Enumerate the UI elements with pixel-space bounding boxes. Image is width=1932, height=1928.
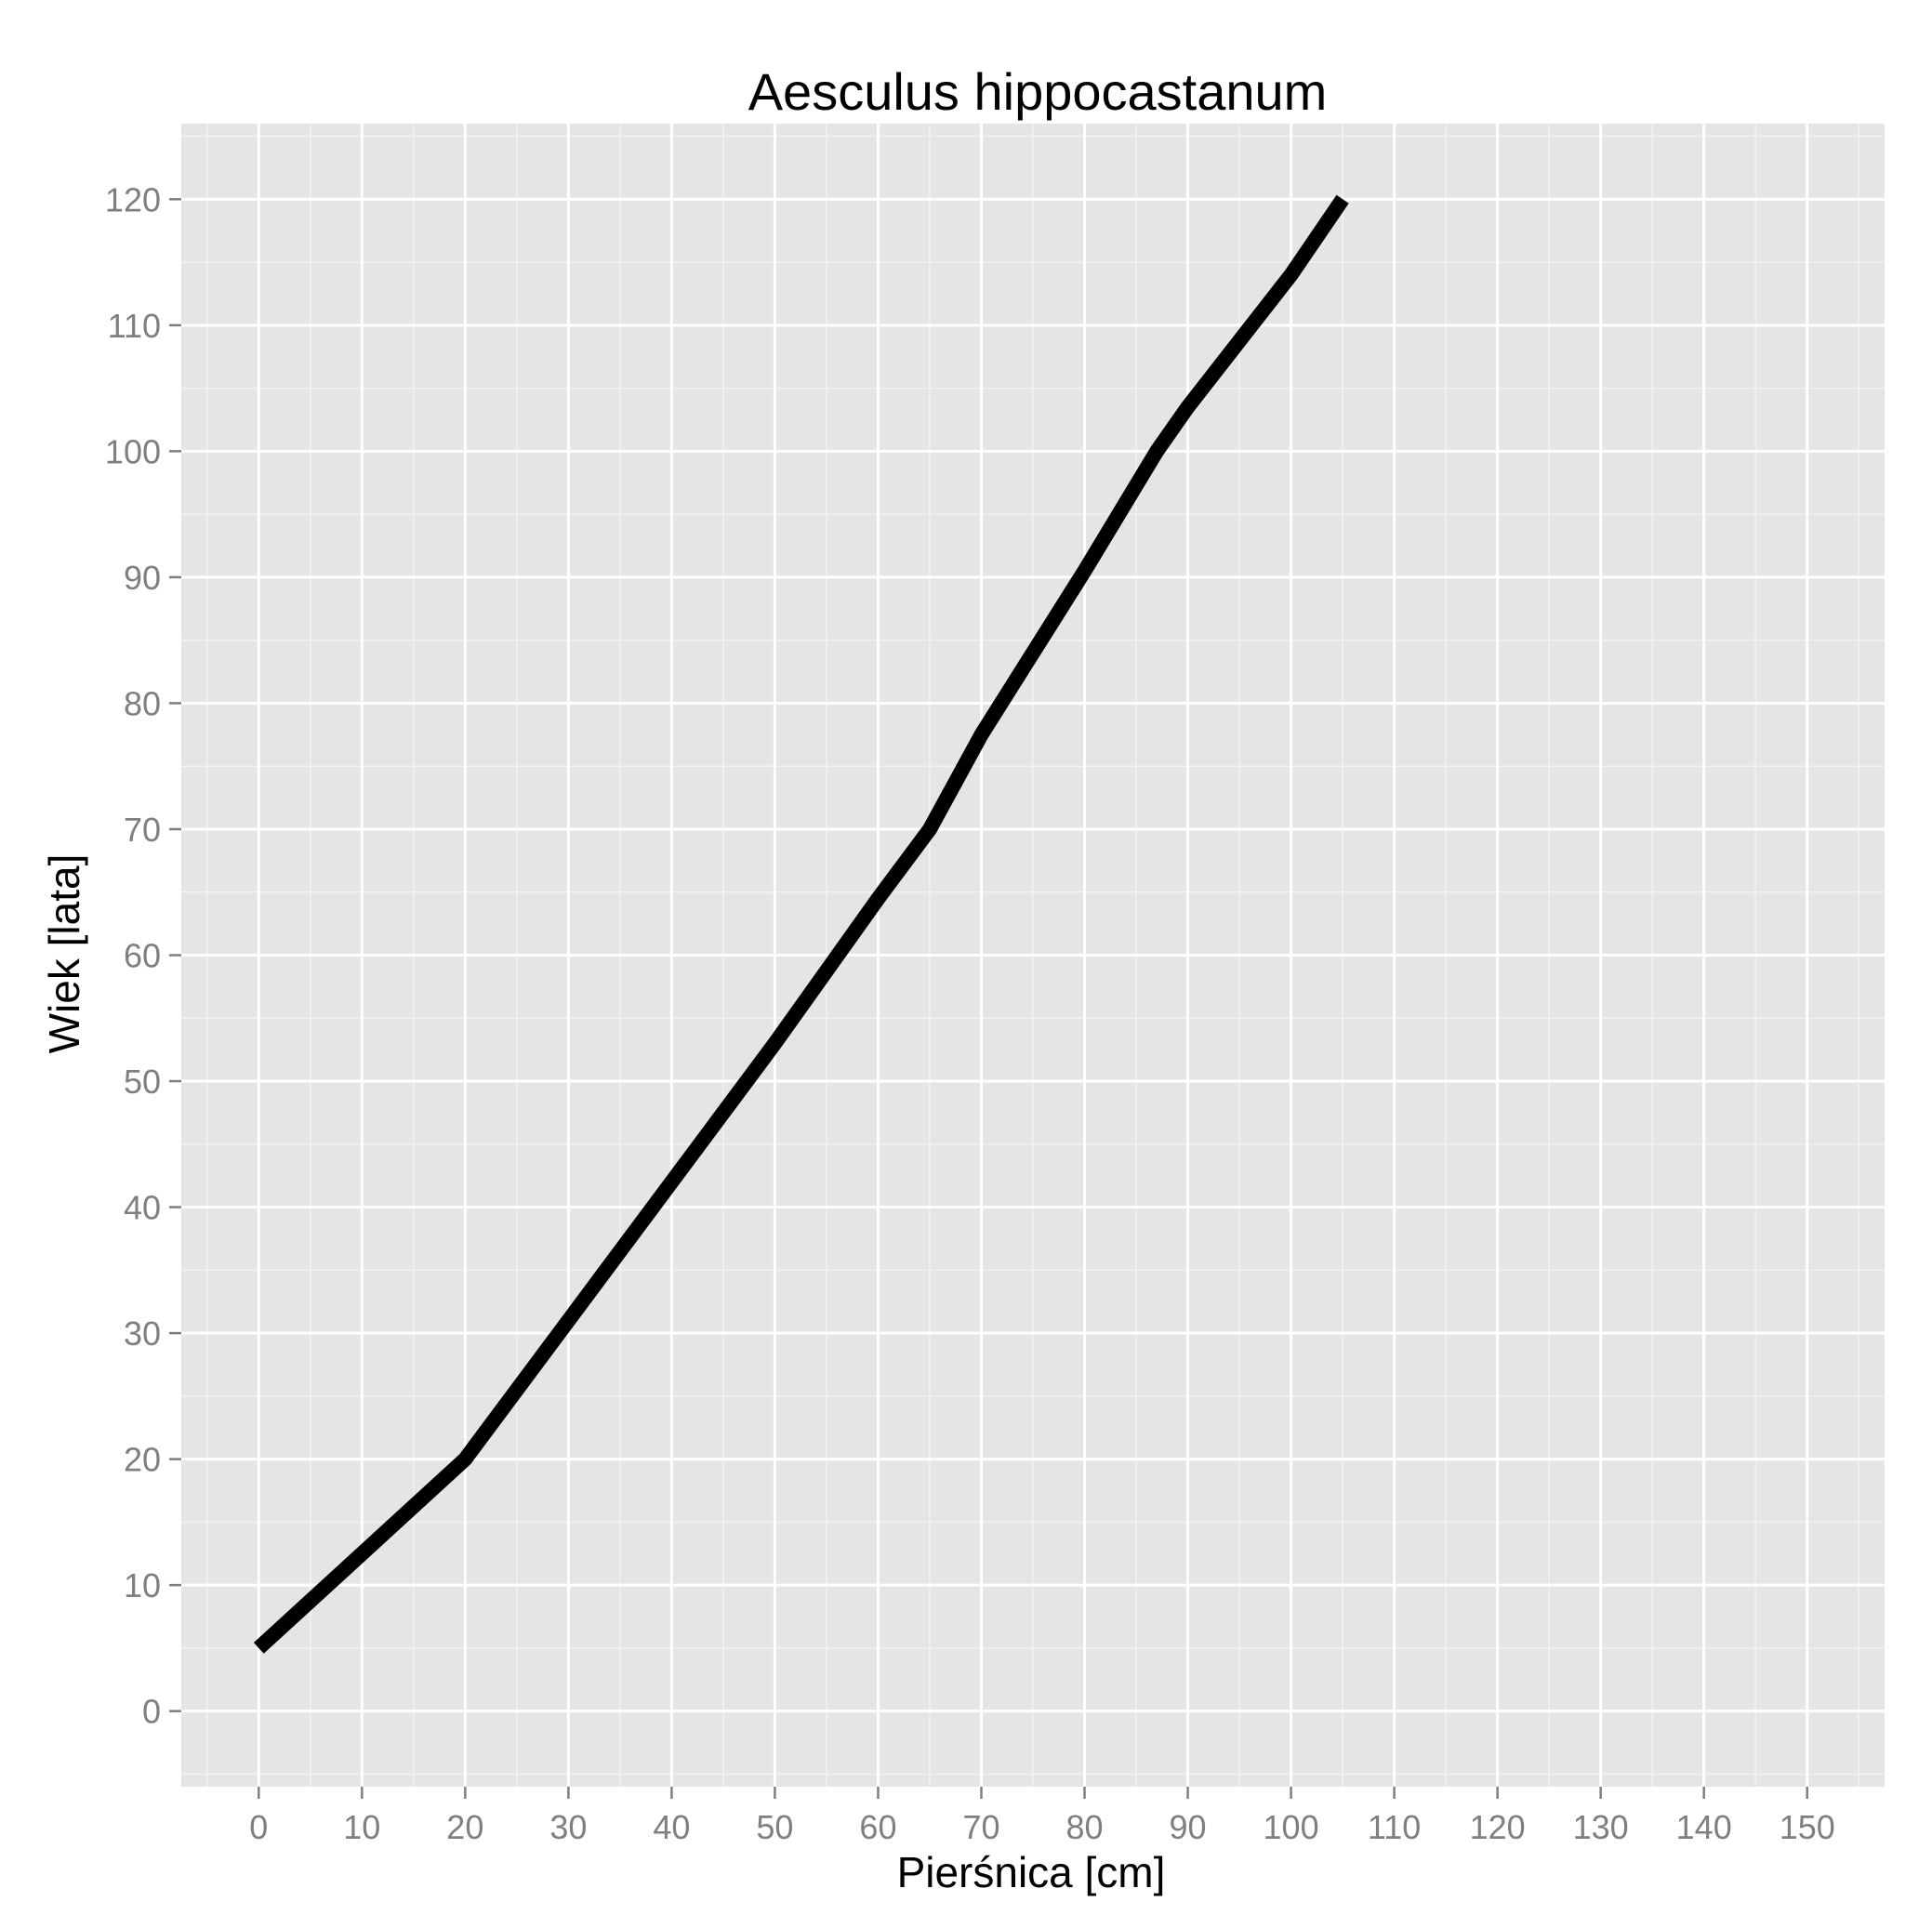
y-tick-label: 30 (124, 1314, 161, 1353)
x-tick-label: 30 (549, 1808, 587, 1846)
x-tick-label: 150 (1780, 1808, 1835, 1846)
y-tick-label: 110 (108, 307, 161, 345)
x-tick-label: 70 (962, 1808, 999, 1846)
y-tick-label: 100 (105, 432, 161, 470)
y-tick-label: 80 (124, 684, 161, 722)
y-tick-label: 70 (124, 811, 161, 849)
x-tick-label: 0 (249, 1808, 268, 1846)
plot-panel (181, 124, 1885, 1787)
x-tick-label: 130 (1573, 1808, 1629, 1846)
x-tick-label: 110 (1368, 1808, 1421, 1846)
chart-title: Aesculus hippocastanum (748, 62, 1328, 121)
x-tick-label: 20 (446, 1808, 483, 1846)
x-tick-label: 90 (1170, 1808, 1207, 1846)
x-tick-label: 50 (756, 1808, 793, 1846)
series-line (253, 194, 1349, 1654)
x-axis-title: Pierśnica [cm] (897, 1848, 1166, 1896)
y-tick-label: 10 (124, 1566, 161, 1604)
axis-ticks: 0 10 20 30 40 50 60 70 80 90 100 110 120 130 140 150 0 10… (105, 180, 1835, 1846)
y-tick-label: 20 (124, 1441, 161, 1479)
x-tick-label: 60 (859, 1808, 896, 1846)
x-tick-label: 10 (343, 1808, 380, 1846)
y-axis-title: Wiek [lata] (40, 854, 88, 1054)
x-tick-label: 120 (1470, 1808, 1526, 1846)
x-tick-label: 40 (653, 1808, 690, 1846)
y-tick-label: 0 (142, 1693, 161, 1731)
y-tick-label: 50 (124, 1063, 161, 1101)
x-tick-label: 140 (1676, 1808, 1732, 1846)
x-tick-label: 100 (1264, 1808, 1319, 1846)
y-tick-label: 90 (124, 559, 161, 597)
x-tick-label: 80 (1065, 1808, 1103, 1846)
y-tick-label: 120 (105, 180, 161, 218)
y-tick-label: 40 (124, 1189, 161, 1227)
y-tick-label: 60 (124, 937, 161, 975)
